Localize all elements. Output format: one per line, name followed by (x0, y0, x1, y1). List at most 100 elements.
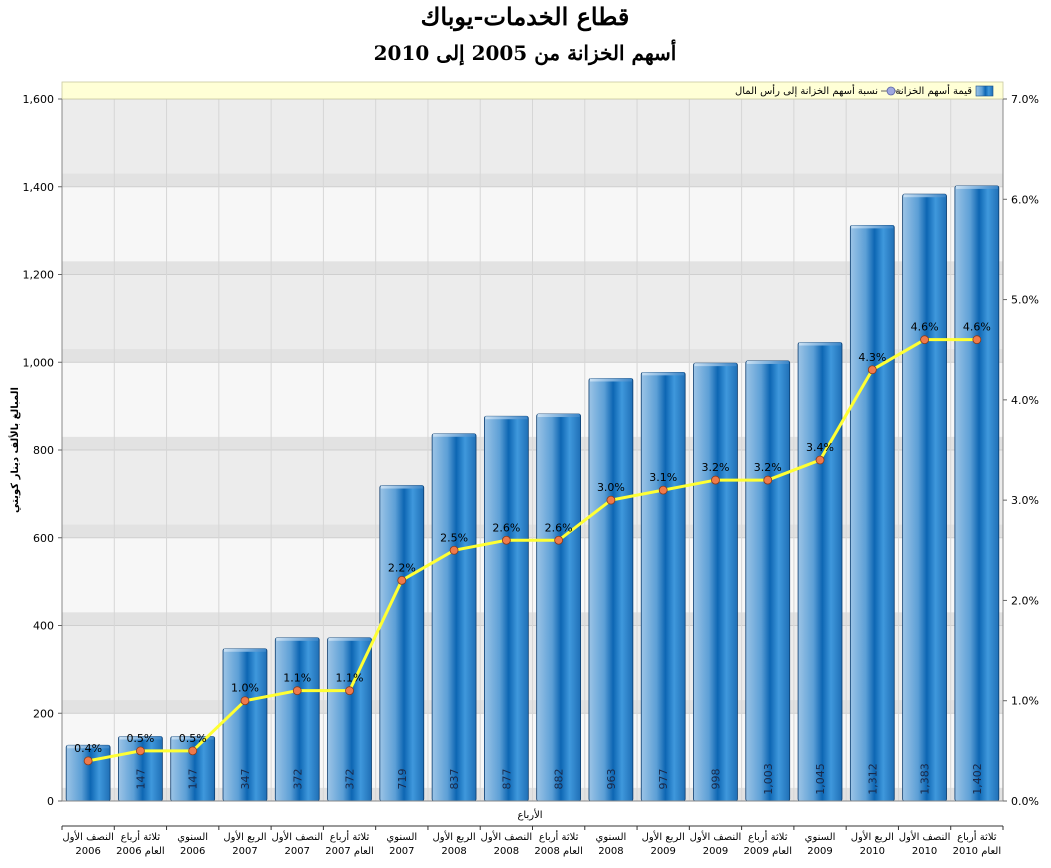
line-point (83, 756, 93, 766)
y-tick-label: 1,000 (23, 356, 55, 369)
line-point-label: 3.2% (754, 461, 782, 474)
category-label-line1: ثلاثة أرباع (539, 830, 579, 843)
y-tick-label: 600 (33, 532, 54, 545)
y2-tick-label: 2.0% (1011, 594, 1039, 607)
chart-subtitle: أسهم الخزانة من 2005 إلى 2010 (374, 39, 677, 66)
category-label-line1: الربع الأول (223, 830, 266, 843)
legend-band (61, 81, 1004, 100)
category-label-line1: النصف الأول (481, 830, 533, 843)
line-point (867, 365, 877, 375)
line-point-label: 1.0% (231, 682, 259, 695)
category-label-line2: 2009 (807, 846, 832, 857)
category-label-line1: النصف الأول (271, 830, 323, 843)
line-point (345, 686, 354, 696)
category-label-line2: 2006 (75, 846, 100, 857)
legend-line-label: نسبة أسهم الخزانة إلى رأس المال (735, 84, 878, 97)
bar-top (799, 342, 841, 346)
category-label-line2: 2007 (285, 846, 310, 857)
bar-top (328, 637, 371, 641)
bar-value-label: 347 (239, 769, 252, 790)
category-label-line1: النصف الأول (899, 830, 951, 843)
category-label-line1: ثلاثة أرباع (121, 830, 161, 843)
y2-tick-label: 4.0% (1011, 394, 1039, 407)
line-point (188, 746, 198, 756)
category-label-line2: 2009 (703, 846, 728, 857)
category-label-line1: النصف الأول (62, 830, 114, 843)
y-tick-label: 1,600 (23, 93, 55, 106)
bar-top (642, 372, 685, 376)
line-point-label: 4.3% (858, 351, 886, 364)
bar-top (746, 360, 789, 364)
bar-value-label: 372 (344, 769, 357, 790)
category-label-line1: الربع الأول (642, 830, 685, 843)
line-point-label: 1.1% (336, 672, 364, 685)
bar (484, 415, 529, 802)
category-label-line1: ثلاثة أرباع (330, 830, 370, 843)
line-series: 0.4% 0.5% 0.5% 1.0% 1.1% 1.1% 2.2% 2.5% 2.6% 2.6%… (74, 321, 991, 766)
y-axis-title: المبالغ بالألف دينار كويتي (8, 387, 21, 513)
bar (431, 433, 477, 802)
category-label-line1: ثلاثة أرباع (748, 830, 788, 843)
bar (588, 378, 634, 802)
category-label-line2: 2007 (389, 846, 414, 857)
line-point (815, 455, 825, 465)
bar-top (380, 485, 423, 489)
y2-tick-label: 3.0% (1011, 494, 1039, 507)
y-tick-label: 1,400 (23, 181, 55, 194)
bar (379, 485, 425, 802)
line-point (606, 495, 616, 505)
line-point-label: 2.5% (440, 531, 468, 544)
y-tick-label: 800 (33, 444, 54, 457)
y2-tick-label: 1.0% (1011, 695, 1039, 708)
category-label-line2: 2008 (494, 846, 519, 857)
line-point (763, 475, 773, 485)
line-point-label: 0.4% (74, 742, 102, 755)
bar-top (537, 414, 580, 418)
line-point-label: 3.2% (701, 461, 729, 474)
y2-tick-label: 7.0% (1011, 93, 1039, 106)
category-label-line2: العام 2009 (743, 846, 792, 857)
bar-value-label: 837 (448, 769, 461, 790)
bar-top (276, 637, 319, 641)
line-path (87, 338, 977, 763)
legend-bar-label: قيمة أسهم الخزانة (896, 84, 973, 97)
line-point-label: 0.5% (179, 732, 207, 745)
line-point (711, 475, 720, 485)
bar-series: 147 147 347 372 372 719 837 877 882 963 977 998 1,00… (65, 185, 1000, 802)
bar-value-label: 882 (553, 769, 566, 790)
line-point-label: 2.6% (545, 521, 573, 534)
bar-value-label: 147 (187, 769, 200, 790)
line-point (658, 485, 668, 495)
bar-top (485, 416, 528, 420)
category-label-line1: السنوي (596, 832, 627, 843)
line-point-label: 4.6% (963, 321, 991, 334)
bar-value-label: 719 (396, 769, 409, 790)
bar-value-label: 1,383 (919, 763, 932, 795)
line-point (501, 535, 511, 545)
x-axis-title: الأرباع (517, 808, 542, 821)
category-label-line2: 2010 (860, 846, 885, 857)
line-point (554, 535, 564, 545)
category-label-line2: العام 2010 (953, 846, 1002, 857)
bar (954, 185, 1000, 802)
category-label-line1: الربع الأول (432, 830, 475, 843)
category-label-line1: الربع الأول (851, 830, 894, 843)
bar-top (851, 225, 894, 229)
bar-value-label: 998 (709, 769, 722, 790)
bar-value-label: 1,003 (762, 763, 775, 795)
category-label-line2: 2009 (650, 846, 675, 857)
y-tick-label: 1,200 (23, 269, 55, 282)
bar-value-label: 1,402 (971, 763, 984, 795)
line-point-label: 1.1% (283, 672, 311, 685)
bar-value-label: 147 (134, 769, 147, 790)
bar-value-label: 1,045 (814, 763, 827, 795)
bar-value-label: 372 (291, 769, 304, 790)
bar (640, 371, 686, 802)
line-point (136, 746, 145, 756)
line-point-label: 2.2% (388, 561, 416, 574)
line-point (972, 335, 982, 345)
bar-value-label: 877 (500, 769, 513, 790)
bar (693, 362, 738, 802)
bar (745, 360, 791, 802)
